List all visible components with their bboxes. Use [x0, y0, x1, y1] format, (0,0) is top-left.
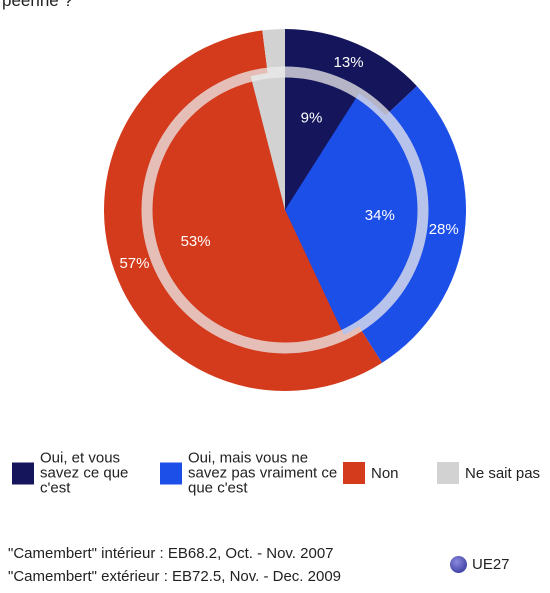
legend-item: Non	[343, 462, 431, 484]
flag-icon	[450, 556, 467, 573]
legend-label: Oui, et vous savez ce que c'est	[40, 449, 129, 497]
slice	[285, 72, 359, 210]
legend-item: Ne sait pas	[437, 462, 550, 484]
slice	[146, 76, 344, 349]
legend-item: Oui, mais vous ne savez pas vraiment ce …	[160, 451, 338, 496]
chart-title: péenne ?	[2, 0, 73, 10]
legend-swatch	[343, 462, 365, 484]
data-label: 53%	[181, 233, 211, 250]
note: "Camembert" extérieur : EB72.5, Nov. - D…	[8, 568, 342, 585]
legend-swatch	[160, 462, 182, 484]
data-label: 28%	[429, 221, 459, 238]
chart: 13% 28% 57% 9% 34% 53%	[104, 29, 467, 391]
data-label: 9%	[301, 110, 323, 127]
slice	[250, 72, 285, 210]
ring-separator	[141, 66, 429, 354]
legend-label: Ne sait pas	[465, 464, 541, 482]
data-label: 57%	[119, 255, 149, 272]
data-label: 13%	[334, 54, 364, 71]
legend-swatch	[437, 462, 459, 484]
slice	[285, 93, 423, 335]
legend-swatch	[12, 462, 34, 484]
legend-label: Non	[371, 464, 399, 482]
legend-label: Oui, mais vous ne savez pas vraiment ce …	[188, 449, 338, 497]
data-label: 34%	[365, 207, 395, 224]
note: "Camembert" intérieur : EB68.2, Oct. - N…	[8, 545, 334, 562]
legend-item: Oui, et vous savez ce que c'est	[12, 451, 140, 496]
region: UE27	[450, 556, 510, 573]
region-label: UE27	[472, 556, 510, 573]
